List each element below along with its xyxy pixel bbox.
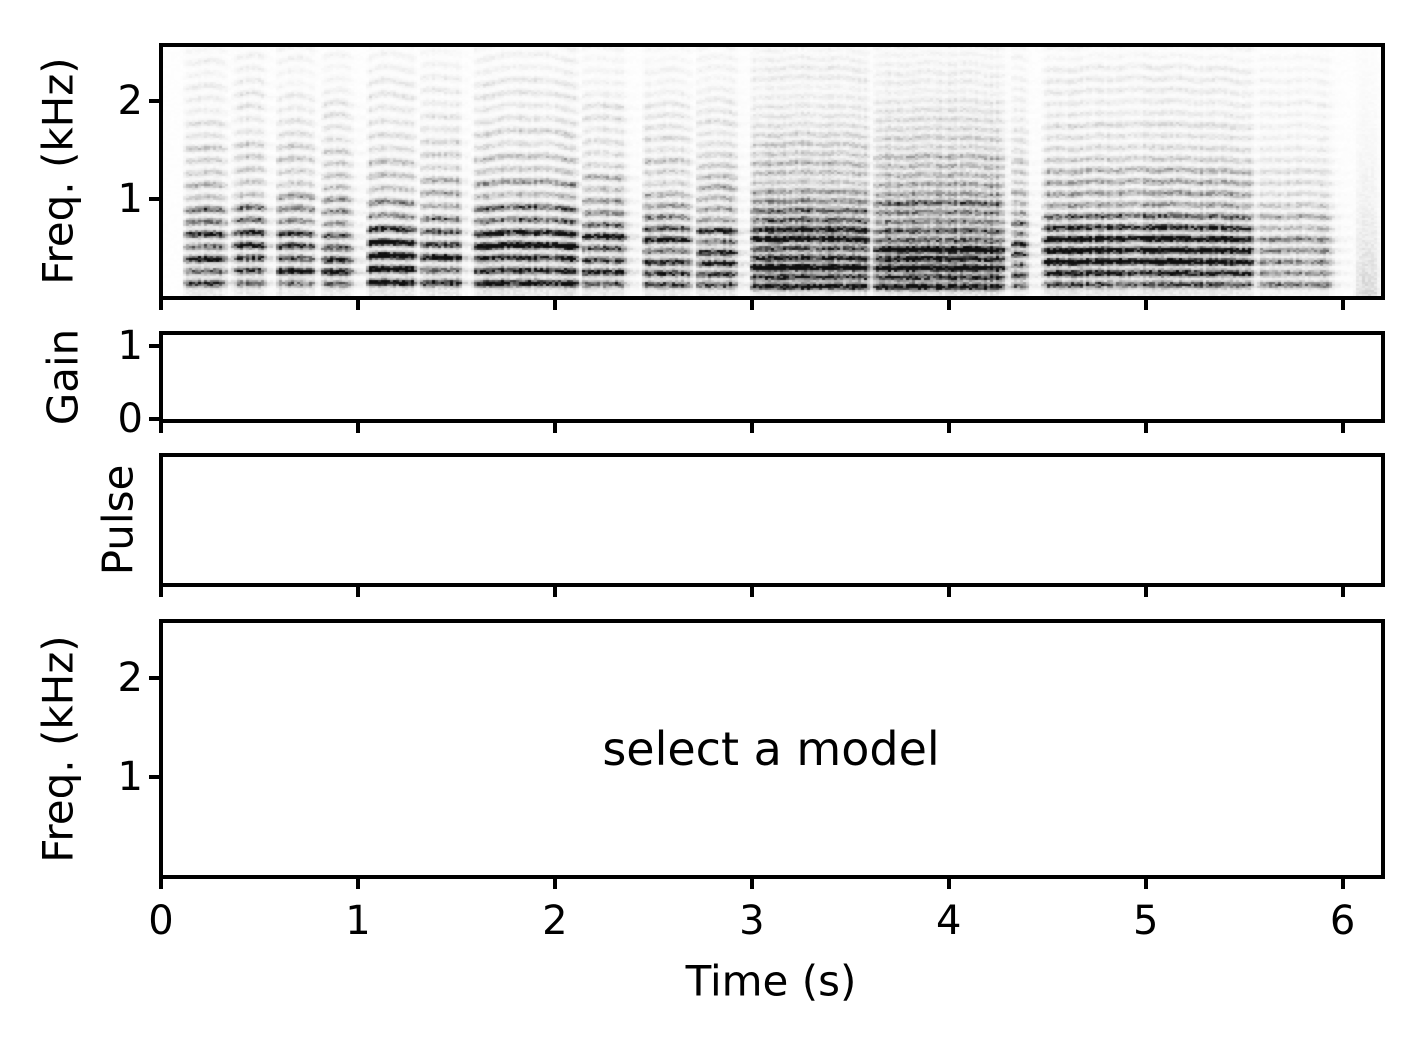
- y-tick-mark: [149, 196, 159, 201]
- y-tick-mark: [149, 676, 159, 681]
- spectrogram-ylabel: Freq. (kHz): [33, 57, 83, 285]
- gain-ylabel: Gain: [38, 328, 88, 426]
- x-tick-mark: [946, 879, 951, 889]
- y-tick-label: 1: [117, 322, 143, 369]
- y-tick-mark: [149, 99, 159, 104]
- x-tick-mark: [1340, 879, 1345, 889]
- y-tick-mark: [149, 417, 159, 421]
- y-tick-mark: [149, 774, 159, 779]
- spectrogram-panel: [159, 43, 1385, 300]
- pulse-ylabel: Pulse: [93, 464, 143, 576]
- spectrogram-image: [162, 46, 1382, 296]
- x-tick-mark: [749, 300, 754, 310]
- x-tick-mark: [1143, 300, 1148, 310]
- gain-panel: [159, 331, 1385, 423]
- x-tick-mark: [355, 423, 360, 433]
- x-tick-mark: [946, 587, 951, 597]
- x-tick-mark: [1340, 300, 1345, 310]
- x-tick-mark: [355, 587, 360, 597]
- select-model-annotation: select a model: [602, 722, 940, 776]
- x-tick-mark: [749, 879, 754, 889]
- pulse-panel: [159, 453, 1385, 587]
- x-tick-label: 4: [936, 898, 962, 944]
- x-tick-mark: [946, 423, 951, 433]
- model-output-ylabel: Freq. (kHz): [33, 635, 83, 863]
- model-output-panel: [159, 619, 1385, 879]
- x-tick-mark: [1340, 423, 1345, 433]
- x-tick-mark: [1143, 587, 1148, 597]
- x-tick-mark: [355, 300, 360, 310]
- y-tick-label: 2: [117, 655, 143, 702]
- x-tick-mark: [552, 879, 557, 889]
- x-tick-mark: [159, 587, 163, 597]
- y-tick-label: 1: [117, 175, 143, 222]
- x-tick-mark: [1143, 423, 1148, 433]
- y-tick-label: 1: [117, 753, 143, 800]
- x-tick-mark: [1340, 587, 1345, 597]
- x-tick-mark: [159, 879, 163, 889]
- x-tick-mark: [552, 300, 557, 310]
- x-tick-mark: [355, 879, 360, 889]
- x-tick-mark: [159, 423, 163, 433]
- x-tick-mark: [1143, 879, 1148, 889]
- x-tick-label: 5: [1132, 898, 1159, 944]
- x-tick-label: 0: [148, 898, 174, 944]
- x-tick-label: 2: [542, 898, 568, 944]
- x-tick-label: 1: [345, 898, 371, 944]
- x-tick-label: 6: [1329, 898, 1356, 944]
- x-tick-mark: [749, 587, 754, 597]
- x-tick-mark: [946, 300, 951, 310]
- y-tick-label: 2: [117, 78, 143, 125]
- time-axis-label: Time (s): [685, 956, 857, 1006]
- y-tick-mark: [149, 343, 159, 348]
- x-tick-label: 3: [739, 898, 765, 944]
- x-tick-mark: [749, 423, 754, 433]
- x-tick-mark: [552, 423, 557, 433]
- x-tick-mark: [552, 587, 557, 597]
- y-tick-label: 0: [117, 396, 143, 442]
- x-tick-mark: [159, 300, 163, 310]
